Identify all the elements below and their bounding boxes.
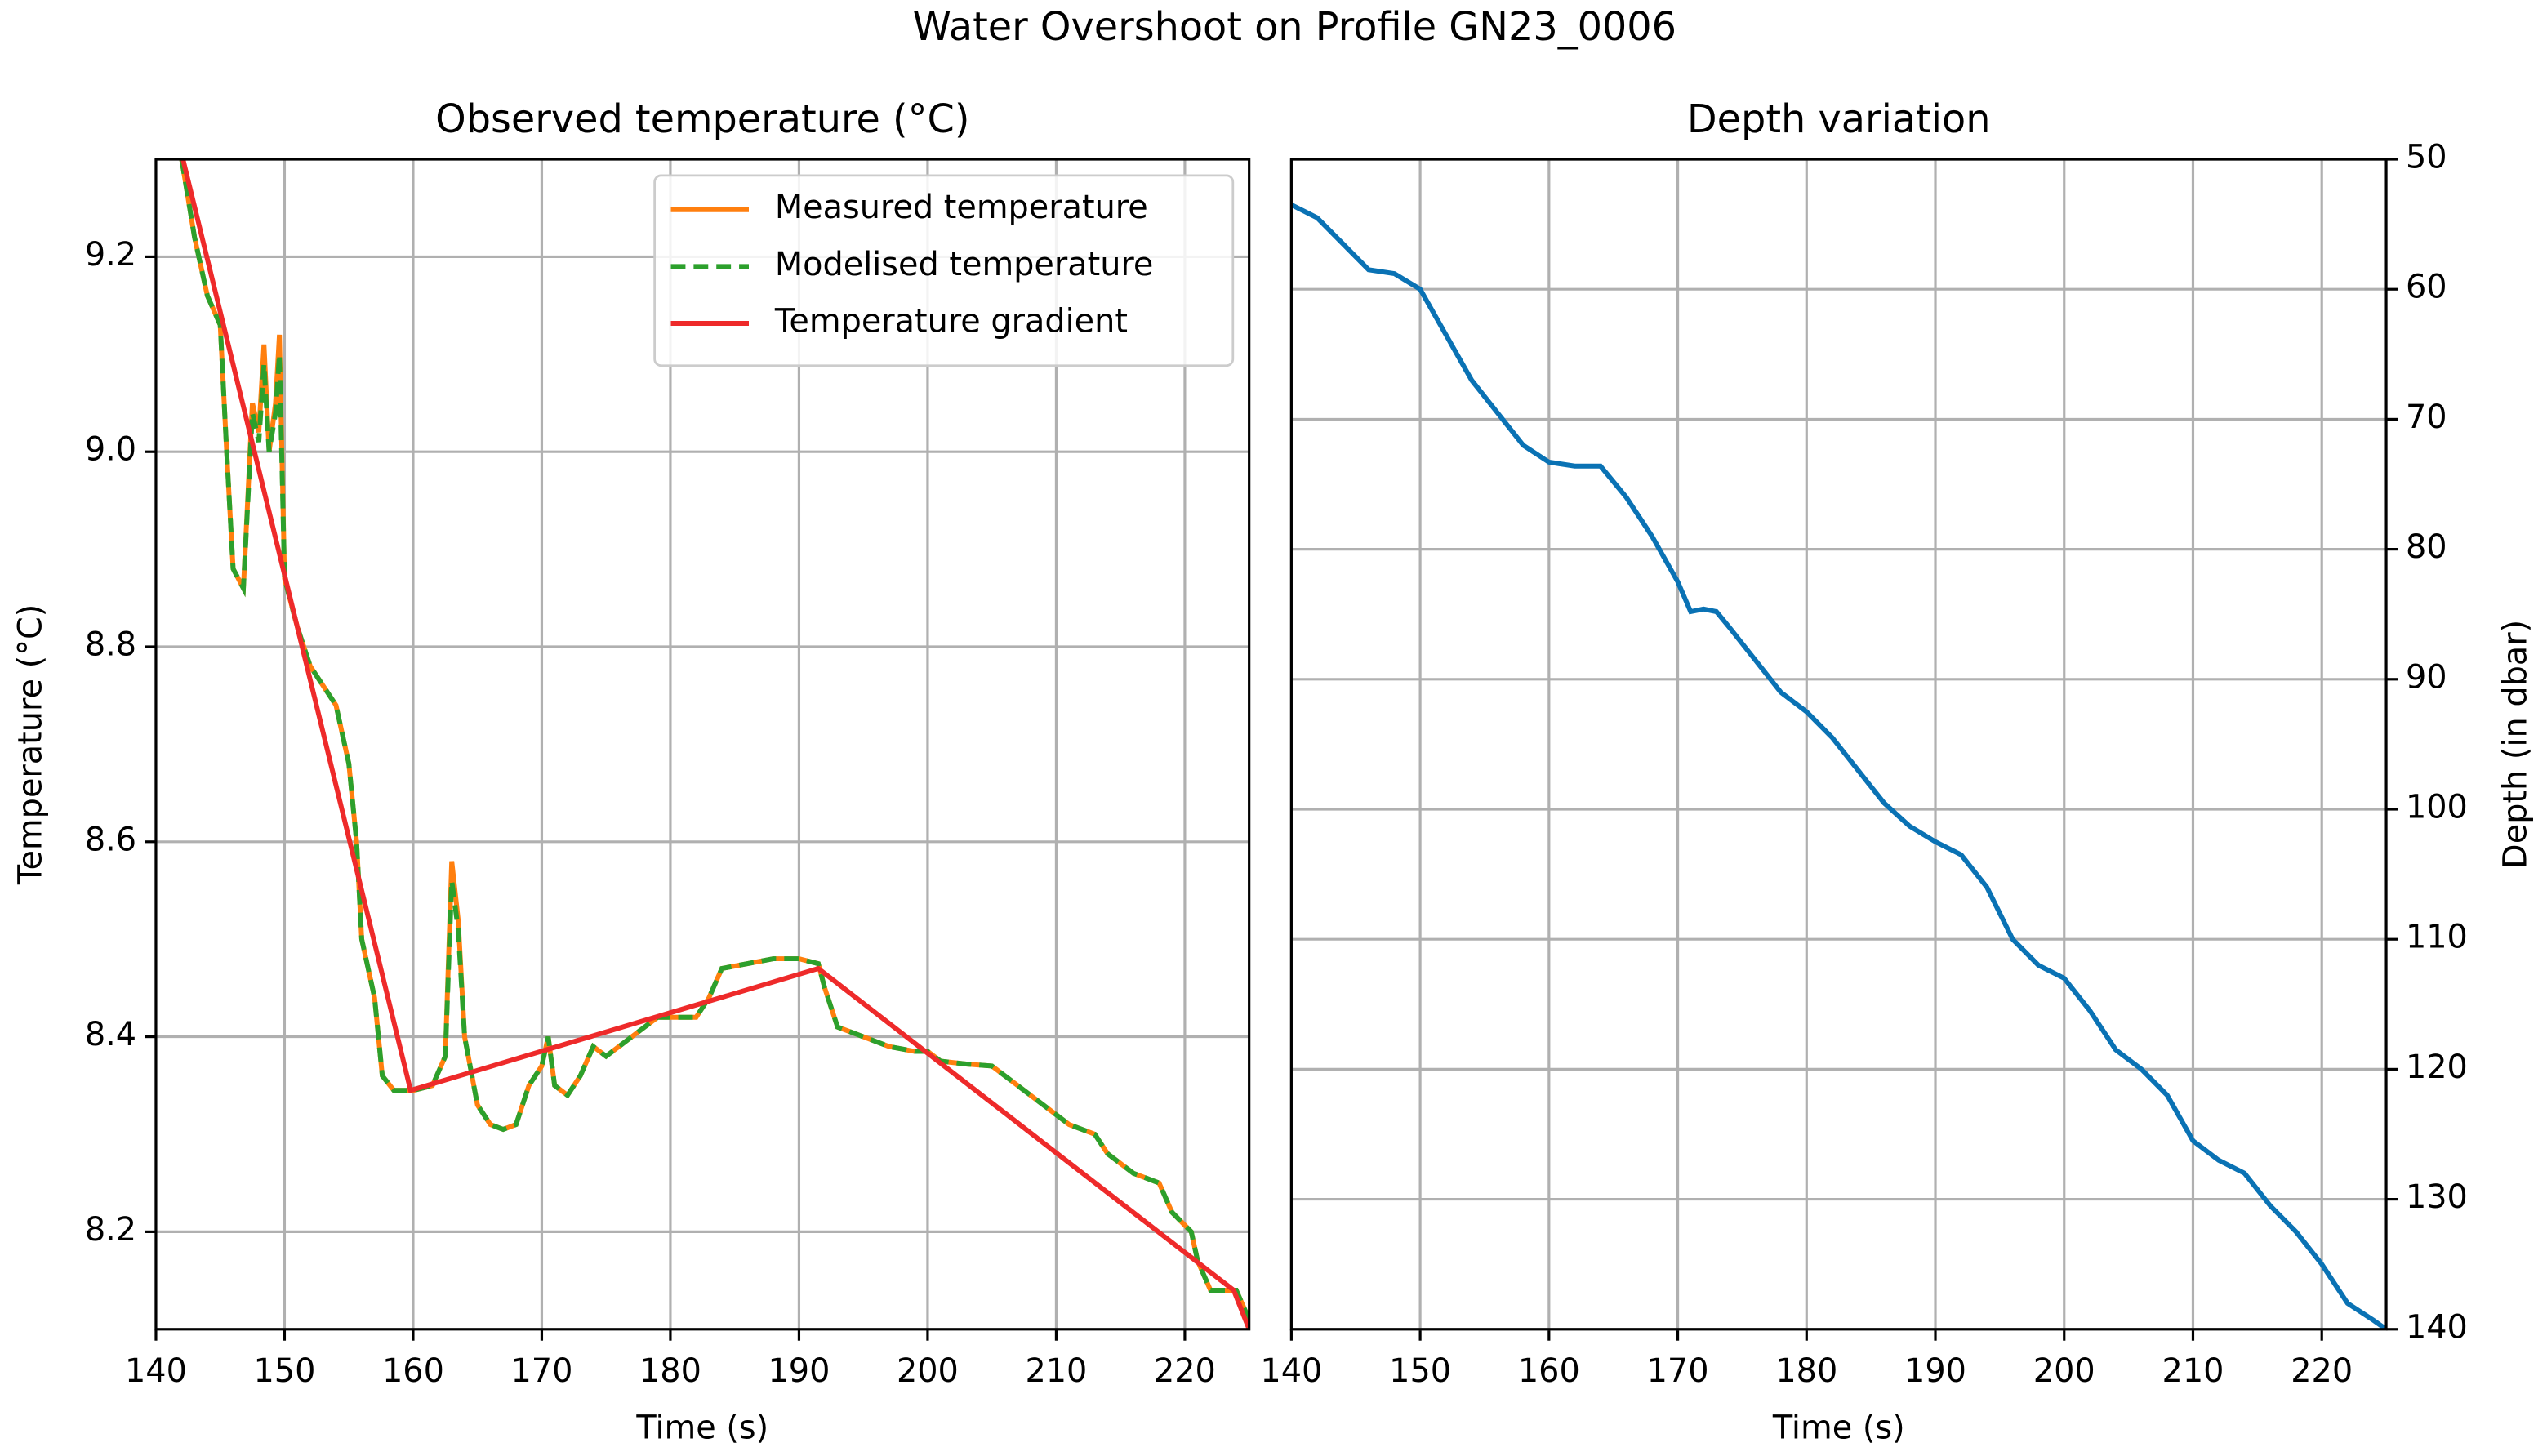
x-axis-label: Time (s): [1772, 1409, 1905, 1447]
legend-box: [653, 174, 1235, 367]
x-tick-label: 200: [897, 1352, 959, 1390]
x-tick-label: 160: [382, 1352, 444, 1390]
y-tick-label: 8.4: [85, 1016, 136, 1053]
x-tick-label: 170: [510, 1352, 572, 1390]
x-tick-label: 210: [1025, 1352, 1087, 1390]
axes-title: Depth variation: [1687, 97, 1991, 142]
x-tick-label: 140: [125, 1352, 187, 1390]
y-axis-label: Depth (in dbar): [2497, 620, 2535, 869]
y-tick-label: 70: [2406, 399, 2447, 436]
y-tick-label: 50: [2406, 139, 2447, 176]
y-tick-label: 90: [2406, 658, 2447, 696]
x-tick-label: 200: [2033, 1352, 2095, 1390]
series-line: [1291, 203, 2387, 1329]
legend-label: Temperature gradient: [774, 302, 1128, 340]
y-tick-label: 9.0: [85, 431, 136, 469]
axes-title: Observed temperature (°C): [435, 97, 969, 142]
y-tick-label: 8.8: [85, 626, 136, 663]
y-axis-label: Temperature (°C): [11, 604, 49, 885]
x-tick-label: 190: [768, 1352, 830, 1390]
x-axis-label: Time (s): [635, 1409, 768, 1447]
x-tick-label: 180: [1775, 1352, 1837, 1390]
y-tick-label: 60: [2406, 269, 2447, 306]
y-tick-label: 100: [2406, 788, 2468, 826]
x-tick-label: 160: [1518, 1352, 1580, 1390]
figure-title: Water Overshoot on Profile GN23_0006: [913, 5, 1676, 50]
y-tick-label: 80: [2406, 528, 2447, 566]
series-line: [180, 159, 1249, 1329]
legend-label: Modelised temperature: [775, 246, 1154, 283]
x-tick-label: 140: [1260, 1352, 1322, 1390]
y-tick-label: 8.6: [85, 821, 136, 858]
x-tick-label: 170: [1647, 1352, 1709, 1390]
x-tick-label: 220: [2291, 1352, 2353, 1390]
y-tick-label: 130: [2406, 1178, 2468, 1216]
series-line: [179, 159, 1249, 1321]
y-tick-label: 110: [2406, 919, 2468, 956]
x-tick-label: 190: [1904, 1352, 1966, 1390]
y-tick-label: 140: [2406, 1308, 2468, 1346]
y-tick-label: 9.2: [85, 236, 136, 274]
y-tick-label: 8.2: [85, 1211, 136, 1249]
x-tick-label: 180: [639, 1352, 701, 1390]
x-tick-label: 220: [1154, 1352, 1216, 1390]
legend-label: Measured temperature: [775, 189, 1148, 226]
y-tick-label: 120: [2406, 1049, 2468, 1086]
axes-frame: [154, 158, 1251, 1331]
x-tick-label: 150: [1389, 1352, 1451, 1390]
axes-frame: [1289, 158, 2388, 1331]
x-tick-label: 210: [2162, 1352, 2224, 1390]
x-tick-label: 150: [253, 1352, 315, 1390]
